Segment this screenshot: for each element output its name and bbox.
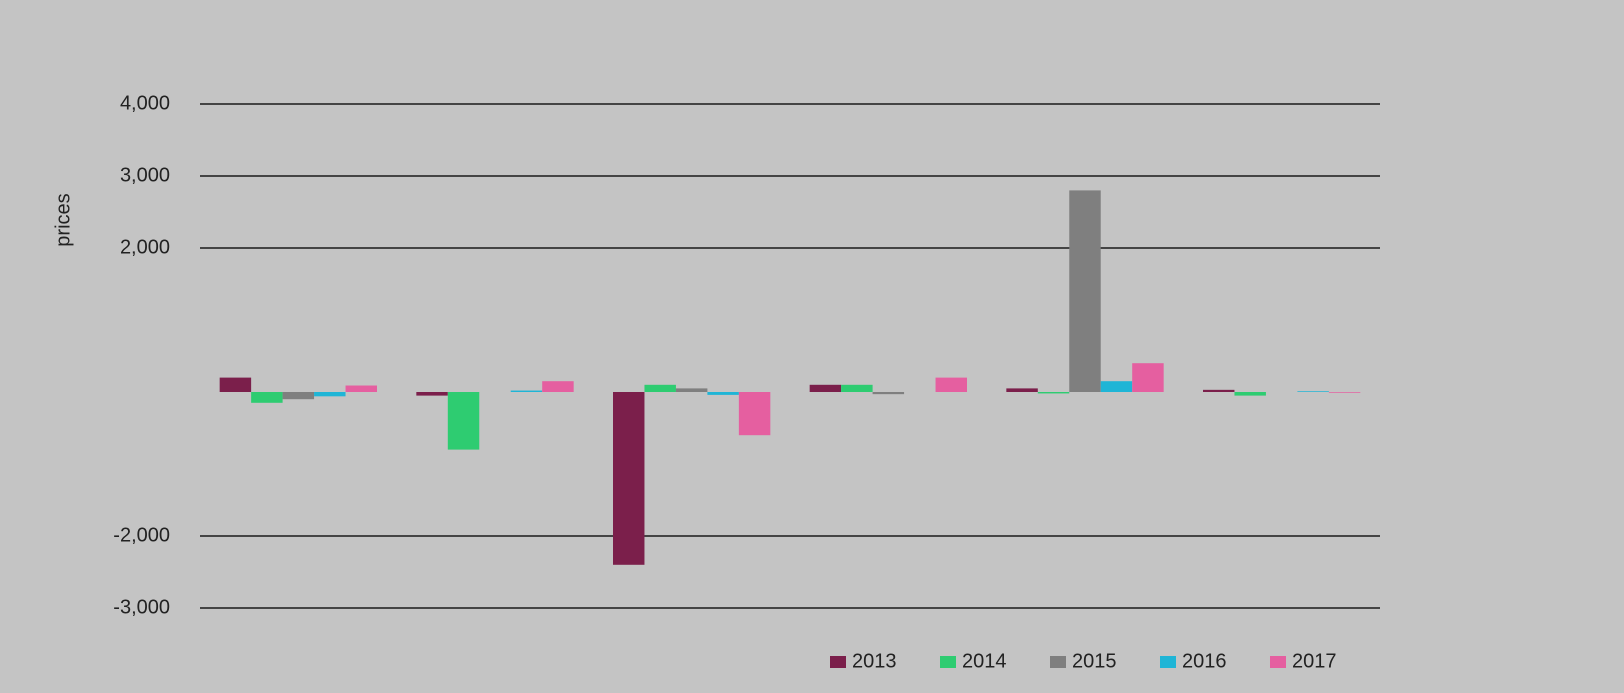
y-tick-label: 3,000 (120, 164, 170, 186)
legend-label: 2015 (1072, 650, 1117, 672)
bar (707, 392, 739, 395)
bar (1069, 190, 1101, 392)
legend-swatch (1050, 656, 1066, 668)
bar (872, 392, 905, 395)
y-axis-label: prices (52, 193, 74, 246)
bar (809, 384, 842, 392)
bar (1297, 391, 1329, 392)
bar (416, 392, 448, 396)
legend-swatch (940, 656, 956, 668)
y-tick-label: -3,000 (113, 596, 170, 618)
bar (644, 384, 676, 392)
bar (1100, 381, 1133, 392)
bar (1328, 392, 1361, 393)
y-tick-label: 2,000 (120, 236, 170, 258)
bar (219, 377, 252, 392)
legend-swatch (1270, 656, 1286, 668)
bar (935, 377, 967, 392)
bar (1006, 388, 1038, 392)
bar (613, 392, 645, 565)
bar (314, 392, 346, 397)
bar (510, 390, 543, 392)
bar (345, 385, 377, 392)
bar (1234, 392, 1266, 396)
bar (542, 381, 574, 392)
bar (1132, 363, 1164, 392)
bar (282, 392, 315, 400)
bar (841, 384, 873, 392)
bar (1037, 392, 1070, 394)
legend-label: 2013 (852, 650, 897, 672)
legend-label: 2016 (1182, 650, 1227, 672)
legend-label: 2014 (962, 650, 1007, 672)
legend-swatch (830, 656, 846, 668)
bar (675, 388, 708, 392)
y-tick-label: -2,000 (113, 524, 170, 546)
bar (251, 392, 283, 403)
bar (447, 392, 480, 450)
bar (738, 392, 771, 436)
legend-label: 2017 (1292, 650, 1337, 672)
bar (1203, 389, 1235, 392)
legend-swatch (1160, 656, 1176, 668)
y-tick-label: 4,000 (120, 92, 170, 114)
